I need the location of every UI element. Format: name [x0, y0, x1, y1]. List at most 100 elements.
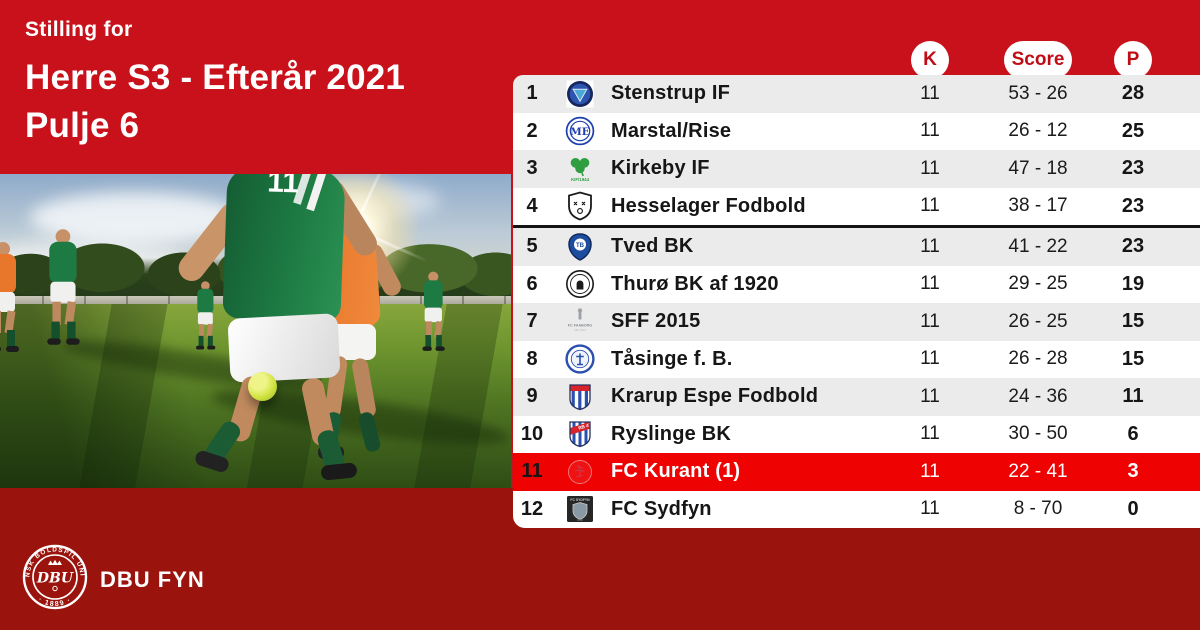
team-name: FC Kurant (1): [611, 460, 741, 483]
position: 4: [526, 194, 538, 217]
club-logo-icon: [551, 344, 609, 374]
points: 19: [1121, 272, 1145, 295]
page-title: Herre S3 - Efterår 2021: [25, 58, 406, 97]
points: 28: [1121, 82, 1145, 105]
svg-text:1990: 1990: [577, 518, 583, 522]
goal-score: 41 - 22: [1008, 235, 1068, 257]
points: 6: [1127, 422, 1139, 445]
team-name: Thurø BK af 1920: [611, 272, 779, 295]
goal-score: 26 - 25: [1008, 310, 1068, 332]
points: 11: [1122, 385, 1144, 408]
brand-name: DBU FYN: [100, 567, 205, 592]
eyebrow-label: Stilling for: [25, 18, 133, 41]
goal-score: 22 - 41: [1008, 460, 1068, 482]
position: 8: [526, 347, 538, 370]
club-logo-icon: RB 41: [551, 419, 609, 449]
position: 9: [526, 385, 538, 408]
team-name: FC Sydfyn: [611, 497, 712, 520]
team-name: Marstal/Rise: [611, 119, 732, 142]
matches-played: 11: [920, 460, 940, 482]
team-name: SFF 2015: [611, 310, 701, 333]
team-name: Hesselager Fodbold: [611, 194, 806, 217]
club-logo-icon: [551, 191, 609, 221]
points: 23: [1121, 194, 1145, 217]
column-pill-matches: K: [911, 41, 949, 79]
points: 3: [1127, 460, 1139, 483]
svg-text:FC FAABORG: FC FAABORG: [568, 323, 593, 327]
table-row: 9 Krarup Espe Fodbold 11 24 - 36 11: [513, 378, 1200, 416]
table-row: 1 Stenstrup IF 11 53 - 26 28: [513, 75, 1200, 113]
svg-text:RB 41: RB 41: [578, 422, 592, 431]
svg-text:FC SYDFYN: FC SYDFYN: [570, 498, 590, 502]
club-logo-icon: ME: [551, 116, 609, 146]
svg-text:· SFF 2015 ·: · SFF 2015 ·: [572, 328, 587, 332]
position: 5: [526, 235, 538, 258]
matches-played: 11: [920, 157, 940, 179]
table-row: 6 Thurø BK af 1920 11 29 - 25 19: [513, 265, 1200, 303]
table-row: 3 KIF/1944 Kirkeby IF 11 47 - 18 23: [513, 150, 1200, 188]
team-name: Tved BK: [611, 235, 694, 258]
svg-text:ME: ME: [570, 126, 590, 138]
position: 10: [520, 422, 544, 445]
player-figure: [420, 271, 449, 353]
page-subtitle: Pulje 6: [25, 106, 140, 145]
club-logo-icon: [551, 382, 609, 412]
table-row: 8 Tåsinge f. B. 11 26 - 28 15: [513, 340, 1200, 378]
player-figure: [43, 229, 85, 347]
table-row: 7 FC FAABORG · SFF 2015 · SFF 2015 11 26 …: [513, 303, 1200, 341]
position: 6: [526, 272, 538, 295]
goal-score: 29 - 25: [1008, 273, 1068, 295]
matches-played: 11: [920, 385, 940, 407]
matches-played: 11: [920, 120, 940, 142]
club-logo-icon: [551, 457, 609, 487]
goal-score: 30 - 50: [1008, 423, 1068, 445]
player-main: 11: [173, 174, 382, 488]
goal-score: 47 - 18: [1008, 157, 1068, 179]
club-logo-icon: [551, 269, 609, 299]
column-pill-points: P: [1114, 41, 1152, 79]
goal-score: 26 - 12: [1008, 120, 1068, 142]
crest-monogram: DBU: [36, 571, 74, 587]
soccer-ball: [248, 372, 277, 401]
position: 1: [526, 82, 538, 105]
points: 0: [1127, 497, 1139, 520]
matches-played: 11: [920, 348, 940, 370]
matches-played: 11: [920, 195, 940, 217]
matches-played: 11: [920, 498, 940, 520]
crest-year-text: · 1889 ·: [37, 596, 72, 608]
team-name: Krarup Espe Fodbold: [611, 385, 819, 408]
points: 25: [1121, 119, 1145, 142]
goal-score: 26 - 28: [1008, 348, 1068, 370]
match-photo: 11: [0, 174, 511, 488]
matches-played: 11: [920, 235, 940, 257]
table-row: 11 FC Kurant (1) 11 22 - 41 3: [513, 453, 1200, 491]
team-name: Ryslinge BK: [611, 422, 732, 445]
points: 23: [1121, 235, 1145, 258]
matches-played: 11: [920, 423, 940, 445]
position: 12: [520, 497, 544, 520]
team-name: Kirkeby IF: [611, 157, 710, 180]
club-logo-icon: [551, 79, 609, 109]
jersey-number: 11: [266, 174, 300, 200]
table-row: 4 Hesselager Fodbold 11 38 - 17 23: [513, 187, 1200, 228]
player-figure: [194, 281, 219, 350]
table-row: 10 RB 41 Ryslinge BK 11 30 - 50 6: [513, 415, 1200, 453]
club-logo-icon: FC FAABORG · SFF 2015 ·: [551, 307, 609, 337]
matches-played: 11: [920, 310, 940, 332]
title-block: Stilling for Herre S3 - Efterår 2021 Pul…: [25, 18, 405, 150]
svg-text:· 1889 ·: · 1889 ·: [37, 596, 73, 608]
goal-score: 24 - 36: [1008, 385, 1068, 407]
position: 3: [526, 157, 538, 180]
club-logo-icon: TB: [551, 232, 609, 262]
points: 15: [1121, 347, 1145, 370]
club-logo-icon: FC SYDFYN 1990: [551, 494, 609, 524]
svg-text:KIF/1944: KIF/1944: [571, 177, 590, 182]
standings-table: 1 Stenstrup IF 11 53 - 26 28 2 ME Marsta…: [513, 75, 1200, 528]
matches-played: 11: [920, 82, 940, 104]
points: 15: [1121, 310, 1145, 333]
goal-score: 8 - 70: [1013, 498, 1063, 520]
team-name: Stenstrup IF: [611, 82, 731, 105]
dbu-crest-logo: DANSK BOLDSPIL UNION · 1889 · DBU: [22, 544, 88, 610]
position: 11: [521, 460, 543, 483]
